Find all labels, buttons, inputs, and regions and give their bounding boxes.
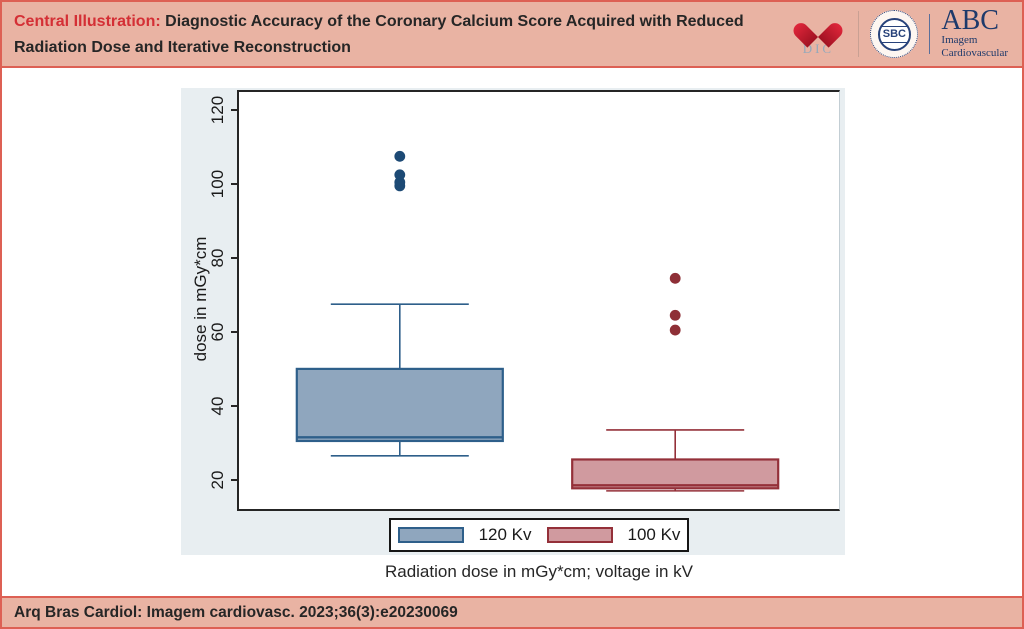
chart-panel: dose in mGy*cm 20 40 60 80 100 120 120 Kv 100… <box>181 88 845 555</box>
outlier-120-kv <box>394 176 406 188</box>
y-tick-mark <box>231 256 238 259</box>
legend-label-100kv: 100 Kv <box>627 525 681 544</box>
y-tick-label: 40 <box>208 396 227 416</box>
outlier-100-kv <box>669 309 681 321</box>
outlier-100-kv <box>669 272 681 284</box>
y-tick-label: 60 <box>208 322 227 342</box>
y-tick-label: 100 <box>208 169 227 199</box>
boxplot-canvas <box>295 150 780 492</box>
chart-caption: Radiation dose in mGy*cm; voltage in kV <box>384 562 694 581</box>
y-tick-mark <box>231 330 238 333</box>
abc-logo-sub2: Cardiovascular <box>941 47 1008 60</box>
sbc-logo: SBC <box>870 10 919 58</box>
title-prefix: Central Illustration: <box>14 13 161 30</box>
header-band: Central Illustration: Diagnostic Accurac… <box>2 2 1022 68</box>
legend-swatch-120kv <box>397 527 464 543</box>
legend-item-120kv: 120 Kv <box>397 525 532 545</box>
legend: 120 Kv 100 Kv <box>389 518 689 552</box>
abc-logo-sub1: Imagem <box>941 34 978 47</box>
legend-swatch-100kv <box>546 527 613 543</box>
heart-icon <box>803 13 833 39</box>
outlier-100-kv <box>669 324 681 336</box>
sbc-logo-text: SBC <box>881 25 908 43</box>
outlier-120-kv <box>394 169 406 181</box>
logo-group: DIC SBC ABC Imagem Cardiovascular <box>789 2 1022 66</box>
title-text: Diagnostic Accuracy of the Coronary Calc… <box>14 13 744 56</box>
dic-logo: DIC <box>789 11 847 57</box>
legend-item-100kv: 100 Kv <box>546 525 681 545</box>
y-tick-mark <box>231 478 238 481</box>
y-tick-label: 20 <box>208 470 227 490</box>
legend-label-120kv: 120 Kv <box>478 525 532 544</box>
sbc-badge-icon: SBC <box>877 17 911 51</box>
footer-band: Arq Bras Cardiol: Imagem cardiovasc. 202… <box>2 596 1022 627</box>
box-100-kv <box>571 458 780 490</box>
logo-divider <box>929 14 931 54</box>
y-tick-mark <box>231 108 238 111</box>
abc-logo: ABC Imagem Cardiovascular <box>941 4 1008 61</box>
y-tick-label: 120 <box>208 95 227 125</box>
box-120-kv <box>295 367 504 443</box>
figure-title: Central Illustration: Diagnostic Accurac… <box>2 7 789 61</box>
plot-area <box>237 90 840 511</box>
outlier-120-kv <box>394 150 406 162</box>
citation-text: Arq Bras Cardiol: Imagem cardiovasc. 202… <box>14 603 458 621</box>
y-tick-label: 80 <box>208 248 227 268</box>
logo-divider <box>858 11 860 57</box>
abc-logo-text: ABC <box>941 4 999 36</box>
y-tick-mark <box>231 182 238 185</box>
y-tick-mark <box>231 404 238 407</box>
